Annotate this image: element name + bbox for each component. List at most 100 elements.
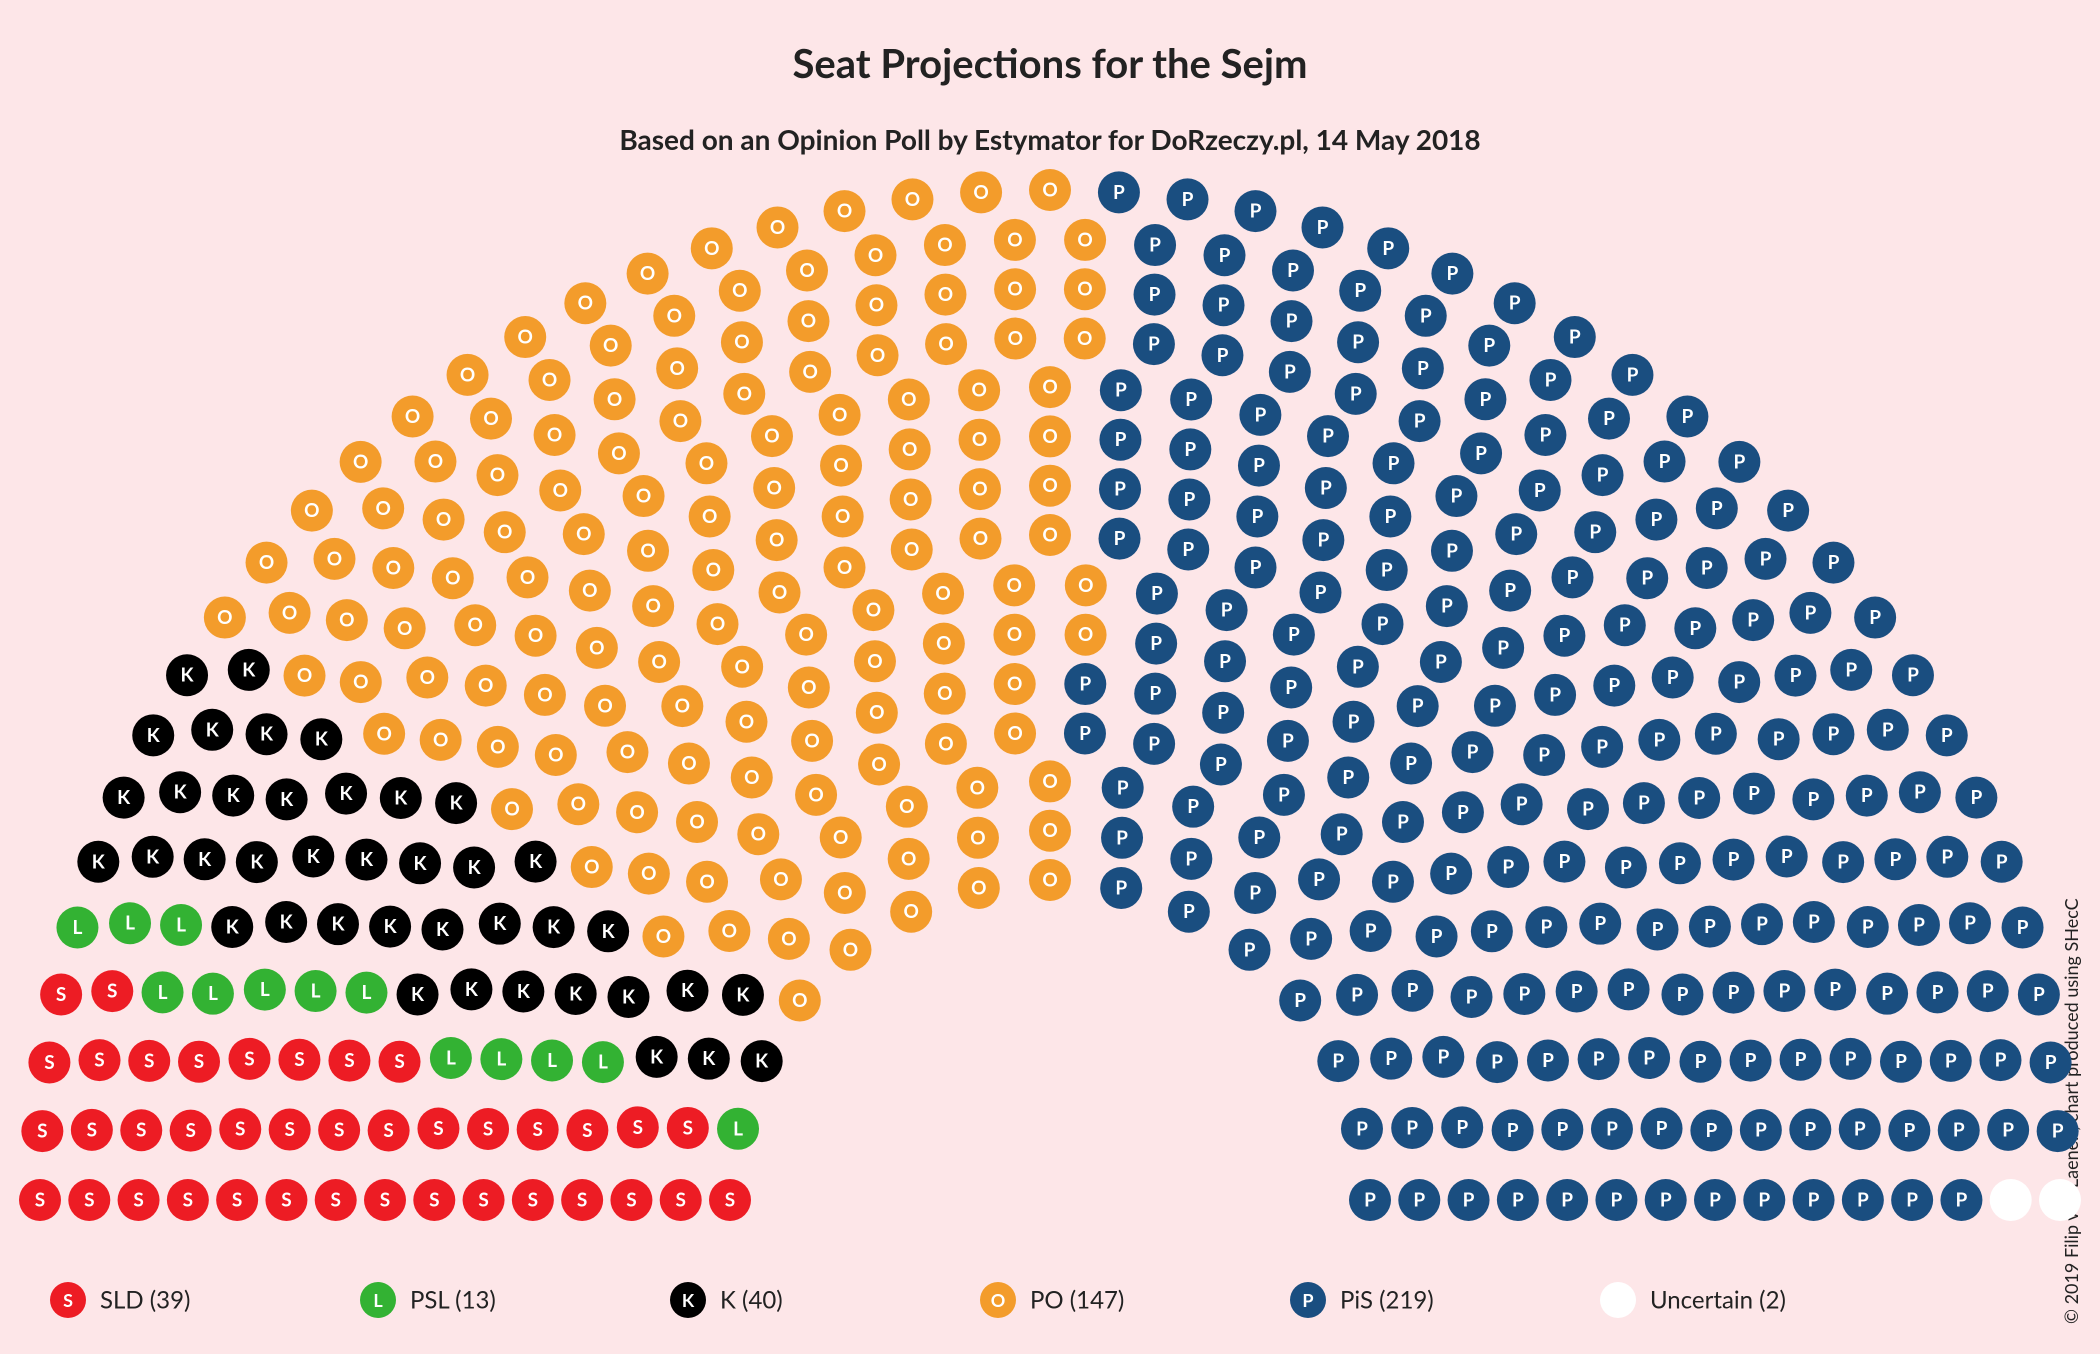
seat-pis: P	[1102, 767, 1144, 809]
svg-text:O: O	[899, 795, 914, 818]
seat-psl: L	[531, 1039, 573, 1081]
seat-pis: P	[1229, 929, 1271, 971]
svg-text:O: O	[869, 294, 884, 317]
seat-po: O	[1029, 169, 1071, 211]
svg-text:P: P	[1114, 527, 1126, 550]
svg-text:K: K	[280, 788, 294, 811]
svg-text:O: O	[1077, 228, 1092, 251]
seat-k: K	[450, 968, 492, 1010]
svg-text:P: P	[1808, 1189, 1820, 1212]
seat-k: K	[399, 842, 441, 884]
seat-po: O	[1029, 366, 1071, 408]
seat-po: O	[326, 599, 368, 641]
svg-text:P: P	[1656, 1117, 1668, 1140]
svg-text:P: P	[1219, 650, 1231, 673]
svg-text:P: P	[1441, 595, 1453, 618]
seat-pis: P	[1263, 774, 1305, 816]
seat-pis: P	[1234, 190, 1276, 232]
svg-text:O: O	[353, 671, 368, 694]
seat-po: O	[924, 673, 966, 715]
seat-pis: P	[1503, 973, 1545, 1015]
seat-sld: S	[368, 1109, 410, 1151]
seat-pis: P	[1290, 918, 1332, 960]
legend-item-unc: Uncertain (2)	[1600, 1282, 1786, 1318]
svg-text:O: O	[1077, 327, 1092, 350]
seat-sld: S	[467, 1108, 509, 1150]
svg-text:L: L	[547, 1049, 557, 1072]
seat-psl: L	[345, 972, 387, 1014]
svg-text:S: S	[294, 1048, 304, 1071]
svg-text:P: P	[1728, 848, 1740, 871]
seat-po: O	[204, 597, 246, 639]
svg-text:K: K	[517, 980, 531, 1003]
seat-pis: P	[1203, 284, 1245, 326]
seat-po: O	[829, 929, 871, 971]
svg-text:K: K	[280, 910, 294, 933]
svg-text:O: O	[504, 798, 519, 821]
seat-pis: P	[1234, 872, 1276, 914]
svg-text:P: P	[1829, 978, 1841, 1001]
svg-text:P: P	[2045, 1051, 2057, 1074]
seat-psl: L	[160, 904, 202, 946]
svg-text:P: P	[1486, 920, 1498, 943]
seat-po: O	[539, 469, 581, 511]
svg-text:O: O	[490, 735, 505, 758]
seat-sld: S	[413, 1179, 455, 1221]
svg-text:P: P	[1857, 1189, 1869, 1212]
svg-text:P: P	[1287, 259, 1299, 282]
svg-text:P: P	[1677, 983, 1689, 1006]
seat-pis: P	[1136, 573, 1178, 615]
svg-text:P: P	[1837, 851, 1849, 874]
svg-text:S: S	[633, 1116, 643, 1139]
svg-text:P: P	[1907, 664, 1919, 687]
svg-text:P: P	[1542, 1049, 1554, 1072]
seat-po: O	[753, 467, 795, 509]
seat-po: O	[994, 268, 1036, 310]
legend-label-sld: SLD (39)	[100, 1286, 190, 1315]
seat-sld: S	[566, 1109, 608, 1151]
seat-po: O	[661, 685, 703, 727]
seat-po: O	[855, 284, 897, 326]
seat-pis: P	[1133, 723, 1175, 765]
seat-po: O	[340, 661, 382, 703]
svg-text:O: O	[801, 310, 816, 333]
seat-sld: S	[68, 1179, 110, 1221]
svg-text:O: O	[673, 410, 688, 433]
svg-text:O: O	[804, 729, 819, 752]
seat-pis: P	[1204, 640, 1246, 682]
svg-text:P: P	[1322, 425, 1334, 448]
svg-text:P: P	[1790, 664, 1802, 687]
seat-pis: P	[1337, 321, 1379, 363]
svg-text:K: K	[242, 658, 256, 681]
svg-text:K: K	[529, 850, 543, 873]
svg-text:O: O	[1042, 425, 1057, 448]
seat-k: K	[479, 903, 521, 945]
seat-k: K	[722, 974, 764, 1016]
svg-text:O: O	[901, 388, 916, 411]
svg-text:P: P	[1603, 407, 1615, 430]
svg-text:K: K	[340, 782, 354, 805]
seat-po: O	[958, 369, 1000, 411]
seat-pis: P	[1399, 400, 1441, 442]
seat-pis: P	[1713, 972, 1755, 1014]
svg-text:O: O	[603, 334, 618, 357]
seat-po: O	[888, 838, 930, 880]
seat-pis: P	[1541, 1109, 1583, 1151]
seat-sld: S	[28, 1041, 70, 1083]
seat-pis: P	[1608, 968, 1650, 1010]
svg-text:K: K	[569, 982, 583, 1005]
seat-pis: P	[1236, 495, 1278, 537]
svg-text:P: P	[1611, 1189, 1623, 1212]
svg-text:P: P	[1795, 1048, 1807, 1071]
seat-po: O	[852, 589, 894, 631]
svg-text:O: O	[770, 216, 785, 239]
svg-text:P: P	[1336, 823, 1348, 846]
svg-text:P: P	[1475, 442, 1487, 465]
seat-sld: S	[709, 1179, 751, 1221]
seat-pis: P	[2030, 1041, 2072, 1083]
svg-text:K: K	[227, 784, 241, 807]
seat-pis: P	[2002, 907, 2044, 949]
seat-po: O	[628, 853, 670, 895]
svg-text:P: P	[1315, 581, 1327, 604]
svg-text:P: P	[1755, 1118, 1767, 1141]
